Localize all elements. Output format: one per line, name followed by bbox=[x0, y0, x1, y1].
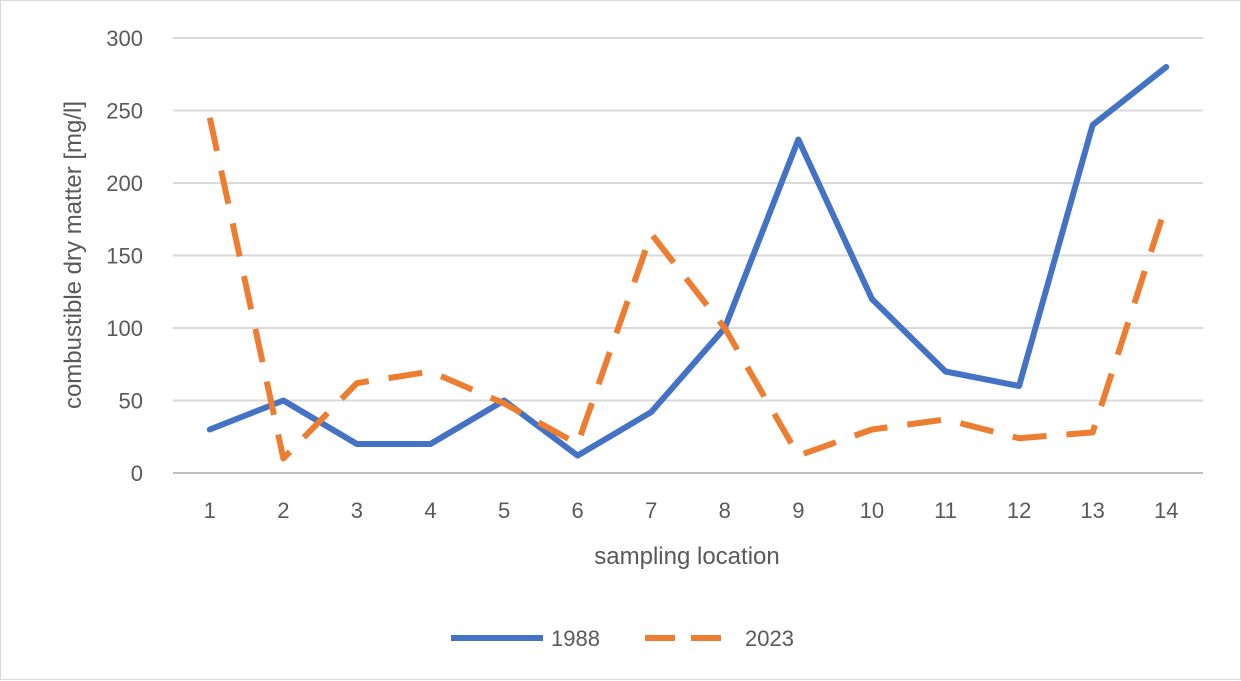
y-tick-label: 200 bbox=[106, 171, 143, 196]
x-tick-label: 3 bbox=[351, 498, 363, 523]
gridlines bbox=[173, 38, 1203, 473]
series-line-1988 bbox=[210, 67, 1166, 456]
legend-label-2023: 2023 bbox=[745, 626, 794, 651]
x-tick-label: 14 bbox=[1154, 498, 1178, 523]
legend: 1988 2023 bbox=[451, 626, 794, 651]
x-tick-label: 4 bbox=[424, 498, 436, 523]
x-tick-label: 7 bbox=[645, 498, 657, 523]
y-tick-label: 300 bbox=[106, 26, 143, 51]
series-line-2023 bbox=[210, 118, 1166, 459]
x-tick-label: 5 bbox=[498, 498, 510, 523]
y-tick-label: 150 bbox=[106, 244, 143, 269]
x-tick-label: 8 bbox=[719, 498, 731, 523]
x-tick-label: 13 bbox=[1080, 498, 1104, 523]
y-tick-label: 100 bbox=[106, 316, 143, 341]
legend-label-1988: 1988 bbox=[551, 626, 600, 651]
x-axis-title: sampling location bbox=[594, 543, 779, 570]
y-tick-label: 250 bbox=[106, 99, 143, 124]
y-tick-label: 50 bbox=[119, 389, 143, 414]
x-tick-label: 2 bbox=[277, 498, 289, 523]
x-tick-label: 1 bbox=[204, 498, 216, 523]
x-tick-label: 9 bbox=[792, 498, 804, 523]
x-tick-label: 11 bbox=[934, 498, 957, 523]
y-axis-title: combustible dry matter [mg/l] bbox=[60, 101, 87, 409]
x-tick-label: 6 bbox=[572, 498, 584, 523]
x-tick-label: 10 bbox=[860, 498, 884, 523]
y-tick-label: 0 bbox=[131, 461, 143, 486]
y-tick-labels: 0 50 100 150 200 250 300 bbox=[106, 26, 143, 486]
x-tick-label: 12 bbox=[1007, 498, 1031, 523]
